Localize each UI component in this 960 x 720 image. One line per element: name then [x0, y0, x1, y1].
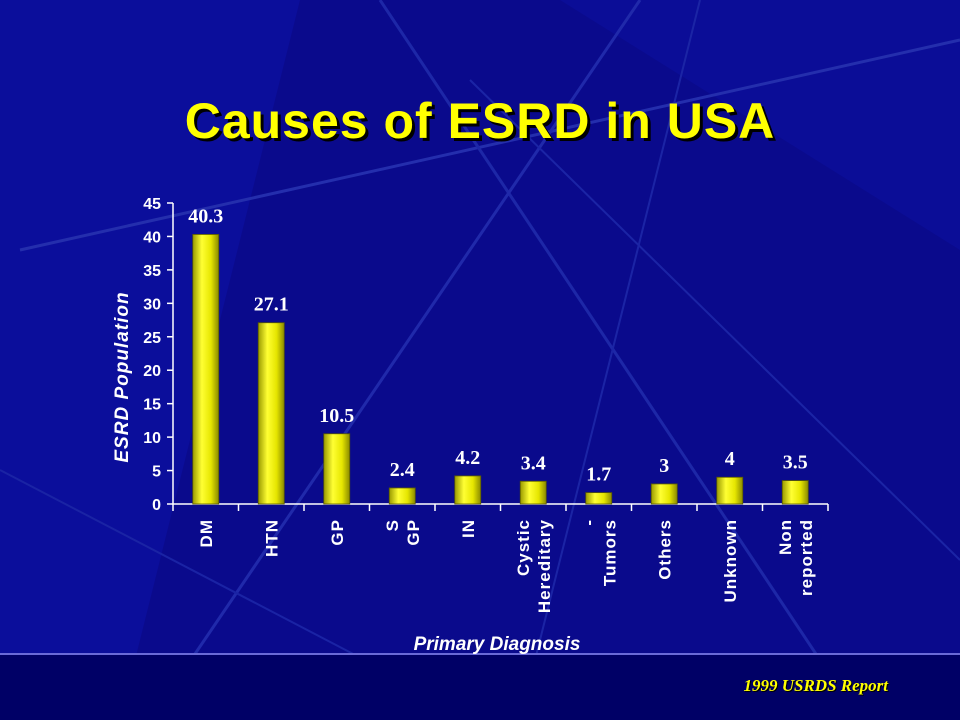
- bar: [519, 480, 547, 505]
- bar-value-label: 3: [659, 455, 669, 477]
- x-category-label-line: Cystic: [514, 519, 533, 576]
- x-category-label: GP: [328, 519, 347, 546]
- y-tick-label: 40: [143, 229, 161, 246]
- y-tick-label: 25: [143, 330, 161, 347]
- bar: [454, 475, 482, 505]
- x-category-label-line: Hereditary: [535, 519, 554, 613]
- y-tick-label: 10: [143, 430, 161, 447]
- y-axis-title: ESRD Population: [112, 291, 133, 462]
- y-tick-label: 20: [143, 363, 161, 380]
- bar: [650, 483, 678, 505]
- x-category-label-line: HTN: [262, 519, 281, 557]
- y-tick-label: 35: [143, 263, 161, 280]
- y-tick-label: 45: [143, 196, 161, 213]
- bar-value-labels: 40.3 27.1 10.5 2.4 4.2 3.4 1.7 3 4 3.5: [188, 205, 808, 485]
- bar-value-label: 40.3: [188, 205, 223, 227]
- bar-value-label: 3.4: [521, 452, 546, 474]
- y-tick-label: 30: [143, 296, 161, 313]
- x-category-label-line: reported: [797, 519, 816, 596]
- x-category-label-line: Tumors: [600, 519, 619, 586]
- bar: [192, 234, 220, 505]
- slide-title: Causes of ESRD in USA: [184, 93, 776, 149]
- bar: [323, 433, 351, 505]
- x-category-label: Cystic Hereditary: [514, 519, 554, 613]
- footer-band: [0, 653, 960, 720]
- x-category-label-line: Unknown: [721, 519, 740, 603]
- y-tick-labels: 0 5 10 15 20 25 30 35 40 45: [143, 196, 161, 514]
- bar-value-label: 10.5: [319, 405, 354, 427]
- x-category-label-line: GP: [328, 519, 347, 546]
- x-category-label: S GP: [383, 519, 423, 546]
- bar: [716, 476, 744, 505]
- bar: [585, 492, 613, 505]
- bar-value-label: 4.2: [455, 447, 480, 469]
- x-category-label-line: DM: [197, 519, 216, 547]
- x-category-label: Others: [655, 519, 674, 580]
- bar-value-label: 1.7: [586, 464, 611, 486]
- bar: [781, 480, 809, 505]
- y-tick-label: 0: [152, 497, 161, 514]
- y-tick-label: 5: [152, 464, 161, 481]
- x-category-labels: DM HTN GP S GP IN Cystic Hereditary - Tumors Other…: [197, 519, 816, 613]
- x-category-label-line: -: [579, 519, 598, 526]
- x-category-label-line: S: [383, 519, 402, 531]
- bar-value-label: 3.5: [783, 452, 808, 474]
- x-axis-title: Primary Diagnosis: [414, 634, 581, 655]
- x-category-label-line: Non: [776, 519, 795, 555]
- bar-chart: 40.3 27.1 10.5 2.4 4.2 3.4 1.7 3 4 3.5 0 5 10 15 20 25…: [112, 196, 829, 655]
- chart-bars: [192, 234, 809, 505]
- x-category-label: Non reported: [776, 519, 816, 596]
- x-category-label: IN: [459, 519, 478, 538]
- x-category-label-line: IN: [459, 519, 478, 538]
- bar: [257, 322, 285, 505]
- bar-value-label: 2.4: [390, 459, 415, 481]
- source-citation: 1999 USRDS Report: [743, 676, 888, 695]
- bar: [388, 487, 416, 505]
- x-category-label: DM: [197, 519, 216, 547]
- x-category-label-line: GP: [404, 519, 423, 546]
- bar-value-label: 4: [725, 448, 735, 470]
- x-category-label: - Tumors: [579, 519, 619, 586]
- x-category-label-line: Others: [655, 519, 674, 580]
- x-category-label: Unknown: [721, 519, 740, 603]
- bar-value-label: 27.1: [254, 294, 289, 316]
- x-category-label: HTN: [262, 519, 281, 557]
- y-tick-label: 15: [143, 397, 161, 414]
